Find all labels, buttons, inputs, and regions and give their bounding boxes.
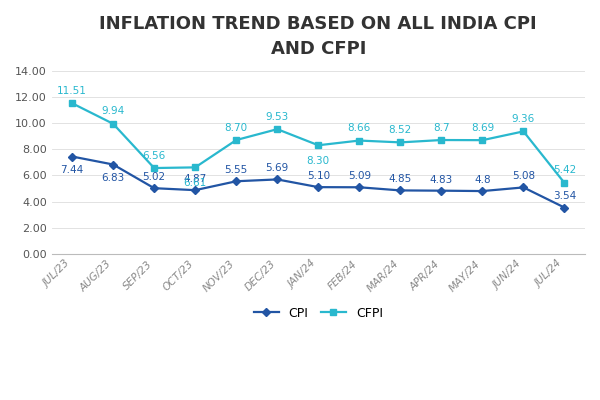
- Text: 8.66: 8.66: [348, 123, 371, 133]
- Text: 8.70: 8.70: [224, 122, 248, 132]
- Line: CPI: CPI: [69, 153, 568, 211]
- Text: 3.54: 3.54: [553, 192, 576, 202]
- CFPI: [68, 101, 76, 106]
- Text: 4.8: 4.8: [474, 175, 491, 185]
- CFPI: [520, 129, 527, 134]
- CPI: [68, 154, 76, 159]
- CFPI: [438, 138, 445, 142]
- CFPI: [191, 165, 199, 170]
- CPI: [479, 189, 486, 194]
- CPI: [561, 205, 568, 210]
- Text: 8.52: 8.52: [389, 125, 412, 135]
- Text: 8.30: 8.30: [307, 156, 330, 166]
- Text: 8.7: 8.7: [433, 122, 450, 132]
- CFPI: [561, 180, 568, 185]
- Text: 9.94: 9.94: [101, 106, 125, 116]
- Text: 5.02: 5.02: [143, 172, 166, 182]
- CPI: [356, 185, 363, 190]
- Text: 8.69: 8.69: [471, 123, 494, 133]
- Text: 9.36: 9.36: [512, 114, 535, 124]
- CPI: [397, 188, 404, 193]
- CFPI: [110, 122, 117, 126]
- Text: 5.69: 5.69: [266, 163, 289, 173]
- Text: 6.83: 6.83: [101, 173, 125, 183]
- CPI: [233, 179, 240, 184]
- CFPI: [151, 166, 158, 170]
- Text: 9.53: 9.53: [266, 112, 289, 122]
- CFPI: [233, 138, 240, 142]
- CFPI: [397, 140, 404, 145]
- CPI: [151, 186, 158, 190]
- CFPI: [356, 138, 363, 143]
- Text: 4.85: 4.85: [389, 174, 412, 184]
- Text: 6.61: 6.61: [184, 178, 207, 188]
- CPI: [110, 162, 117, 167]
- CPI: [274, 177, 281, 182]
- Text: 5.55: 5.55: [224, 165, 248, 175]
- Text: 4.87: 4.87: [184, 174, 207, 184]
- Text: 5.42: 5.42: [553, 166, 576, 176]
- CPI: [520, 185, 527, 190]
- Text: 6.56: 6.56: [143, 150, 166, 160]
- Text: 5.10: 5.10: [307, 171, 330, 181]
- Text: 5.08: 5.08: [512, 171, 535, 181]
- CPI: [191, 188, 199, 192]
- Title: INFLATION TREND BASED ON ALL INDIA CPI
AND CFPI: INFLATION TREND BASED ON ALL INDIA CPI A…: [100, 15, 537, 58]
- Text: 7.44: 7.44: [61, 166, 84, 176]
- Legend: CPI, CFPI: CPI, CFPI: [248, 302, 388, 324]
- CPI: [438, 188, 445, 193]
- Text: 4.83: 4.83: [430, 174, 453, 184]
- CPI: [315, 185, 322, 190]
- CFPI: [274, 127, 281, 132]
- Text: 11.51: 11.51: [57, 86, 87, 96]
- Line: CFPI: CFPI: [69, 100, 568, 186]
- Text: 5.09: 5.09: [348, 171, 371, 181]
- CFPI: [479, 138, 486, 142]
- CFPI: [315, 143, 322, 148]
